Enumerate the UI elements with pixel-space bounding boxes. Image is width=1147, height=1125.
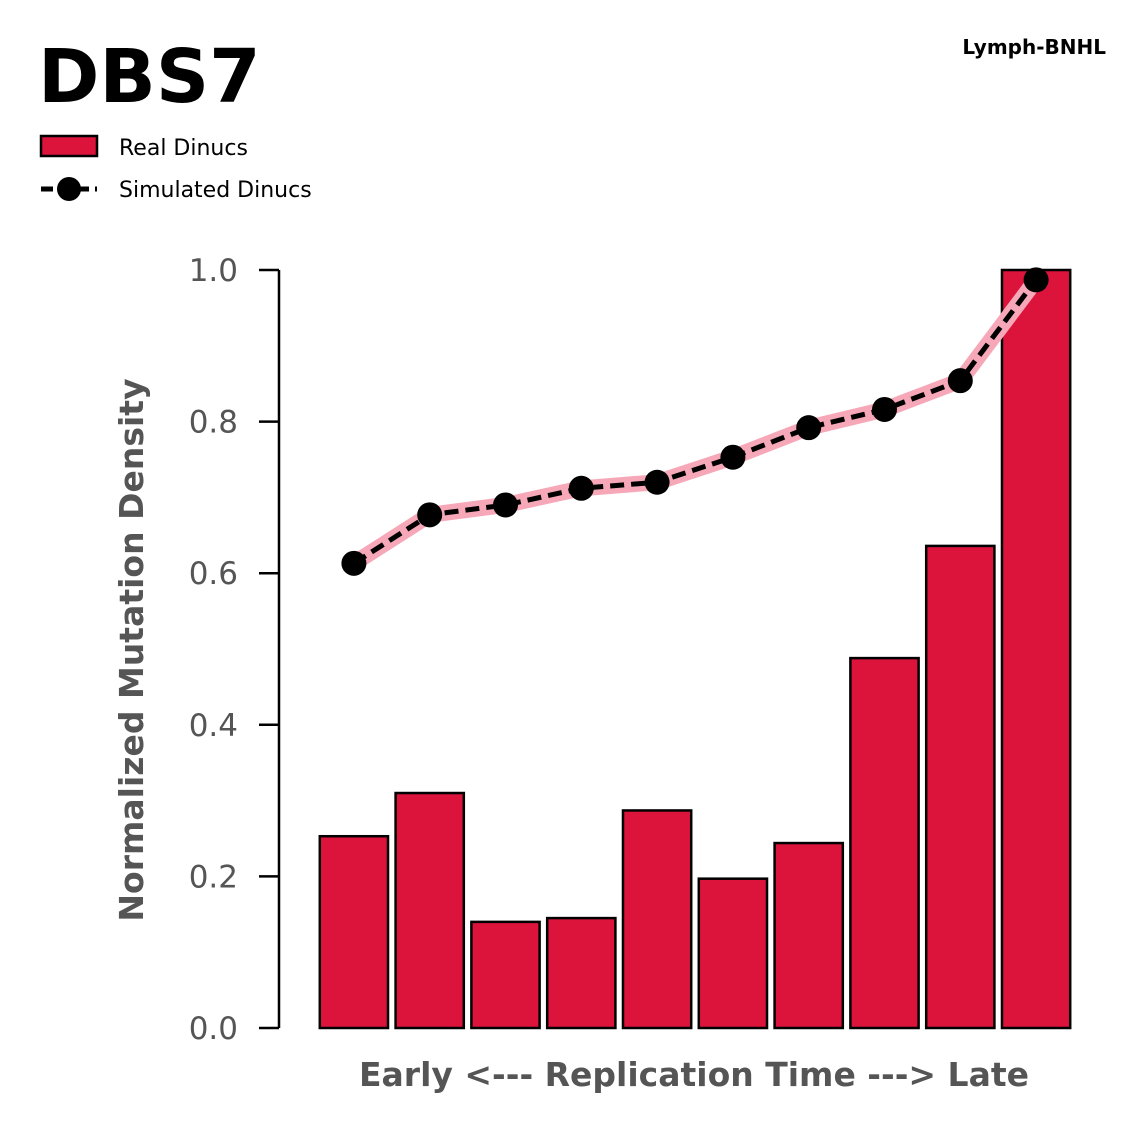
y-tick-label: 1.0 — [189, 253, 238, 289]
bar-1 — [318, 834, 390, 1030]
legend-label-simulated: Simulated Dinucs — [119, 178, 312, 203]
plot-area: 0.0 0.2 0.4 0.6 0.8 1.0 — [189, 253, 1072, 1047]
legend-label-real: Real Dinucs — [119, 136, 248, 161]
chart-title: DBS7 — [38, 34, 261, 120]
simulated-point-6 — [720, 444, 746, 470]
y-tick-label: 0.6 — [189, 556, 238, 592]
simulated-point-1 — [341, 550, 367, 576]
bar-series — [318, 268, 1072, 1030]
bar-2 — [394, 791, 466, 1030]
simulated-point-5 — [644, 469, 670, 495]
legend: Real Dinucs Simulated Dinucs — [39, 134, 312, 203]
y-tick-label: 0.2 — [189, 859, 238, 895]
x-axis-label: Early <--- Replication Time ---> Late — [359, 1055, 1029, 1094]
y-axis: 0.0 0.2 0.4 0.6 0.8 1.0 — [189, 253, 281, 1047]
legend-marker-simulated — [57, 177, 81, 201]
chart-subtitle: Lymph-BNHL — [962, 35, 1106, 59]
simulated-point-9 — [947, 368, 973, 394]
bar-4 — [545, 916, 617, 1030]
bar-10 — [1000, 268, 1072, 1030]
bar-3 — [470, 920, 541, 1030]
simulated-line — [352, 278, 1039, 566]
simulated-point-8 — [872, 396, 897, 422]
bar-7 — [773, 841, 845, 1030]
simulated-point-10 — [1023, 267, 1049, 293]
bar-9 — [924, 544, 996, 1030]
bar-6 — [697, 877, 769, 1030]
line-series — [341, 267, 1049, 576]
y-axis-label: Normalized Mutation Density — [112, 378, 151, 921]
bar-5 — [621, 809, 693, 1030]
simulated-point-3 — [493, 492, 518, 518]
simulated-band — [345, 271, 1045, 572]
y-tick-label: 0.8 — [189, 405, 238, 441]
y-tick-label: 0.4 — [189, 708, 238, 744]
simulated-point-2 — [417, 502, 443, 528]
legend-swatch-real — [39, 134, 99, 158]
simulated-point-7 — [796, 415, 822, 441]
simulated-point-4 — [568, 475, 594, 501]
y-tick-label: 0.0 — [189, 1011, 238, 1047]
bar-8 — [849, 656, 920, 1030]
